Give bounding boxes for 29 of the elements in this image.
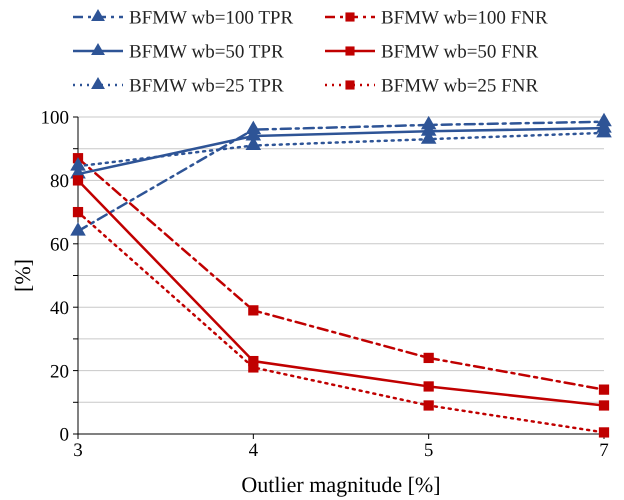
point <box>72 206 84 218</box>
point <box>248 305 258 316</box>
legend-label: BFMW wb=50 TPR <box>129 42 284 63</box>
point <box>598 427 610 438</box>
y-axis-title: [%] <box>10 259 35 292</box>
legend-label: BFMW wb=100 FNR <box>381 8 548 29</box>
y-tick-label: 0 <box>60 424 69 446</box>
legend-label: BFMW wb=25 FNR <box>381 76 538 97</box>
point <box>598 384 610 395</box>
point <box>70 222 86 236</box>
y-tick-label: 40 <box>50 298 69 319</box>
point <box>424 381 434 392</box>
point <box>248 362 258 373</box>
y-tick-label: 20 <box>50 361 69 382</box>
x-tick-label: 4 <box>248 440 259 461</box>
x-axis-title: Outlier magnitude [%] <box>241 472 441 497</box>
x-tick-label: 3 <box>73 440 83 461</box>
y-tick-label: 80 <box>50 171 69 192</box>
legend-label: BFMW wb=100 TPR <box>129 8 294 29</box>
y-tick-label: 100 <box>40 108 69 129</box>
x-tick-label: 7 <box>599 440 609 461</box>
legend-label: BFMW wb=25 TPR <box>129 76 284 97</box>
x-tick-label: 5 <box>424 440 434 461</box>
point <box>70 157 86 171</box>
legend-label: BFMW wb=50 FNR <box>381 42 538 63</box>
point <box>424 352 434 364</box>
point <box>598 400 610 411</box>
y-tick-label: 60 <box>50 234 69 256</box>
point <box>424 400 434 411</box>
